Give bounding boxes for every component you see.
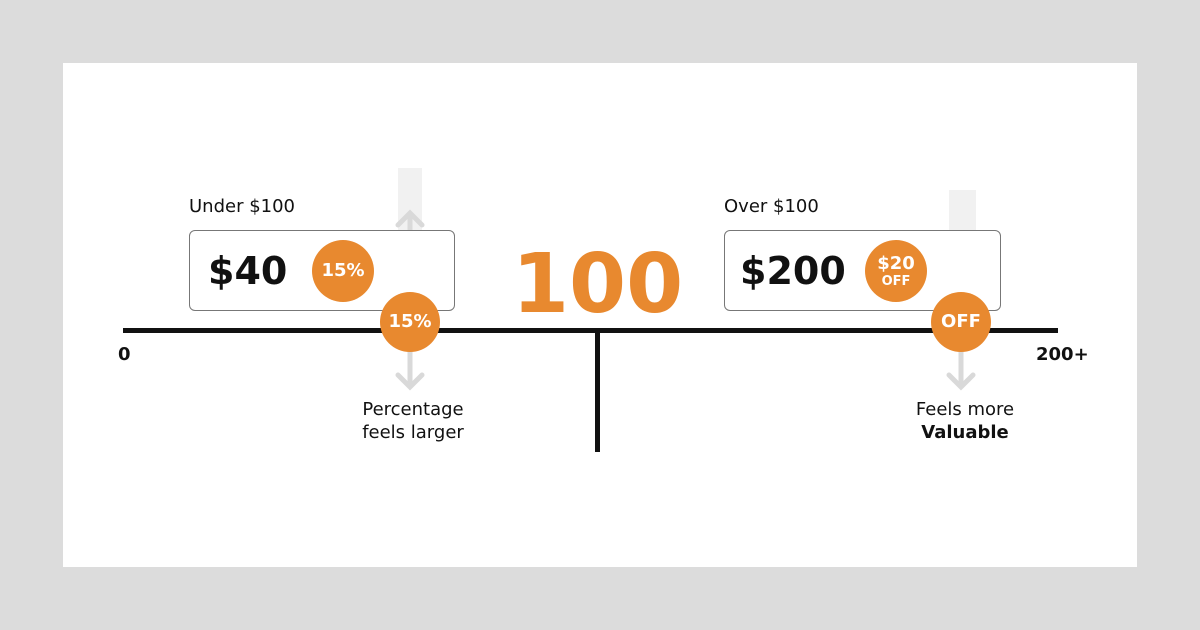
badge-text: $20 [877, 252, 915, 274]
right-heading: Over $100 [724, 196, 819, 217]
axis-max-label: 200+ [1036, 344, 1089, 365]
left-note: Percentage feels larger [333, 398, 493, 444]
marker-text: OFF [941, 311, 981, 332]
right-note: Feels more Valuable [885, 398, 1045, 444]
right-price: $200 [740, 249, 846, 293]
axis-min-label: 0 [118, 344, 131, 365]
left-badge: 15% [312, 240, 374, 302]
note-line: Valuable [921, 422, 1009, 443]
badge-text: 15% [321, 260, 365, 281]
badge-text: OFF [881, 273, 911, 289]
threshold-line [595, 331, 600, 452]
threshold-value: 100 [512, 237, 684, 332]
left-price: $40 [208, 249, 288, 293]
right-price-box [724, 230, 1001, 311]
right-marker: OFF [931, 292, 991, 352]
left-marker: 15% [380, 292, 440, 352]
note-line: feels larger [362, 422, 464, 443]
price-axis [123, 328, 1058, 333]
marker-text: 15% [388, 311, 432, 332]
note-line: Percentage [362, 399, 464, 420]
right-badge: $20 OFF [865, 240, 927, 302]
left-heading: Under $100 [189, 196, 296, 217]
note-line: Feels more [915, 399, 1015, 420]
